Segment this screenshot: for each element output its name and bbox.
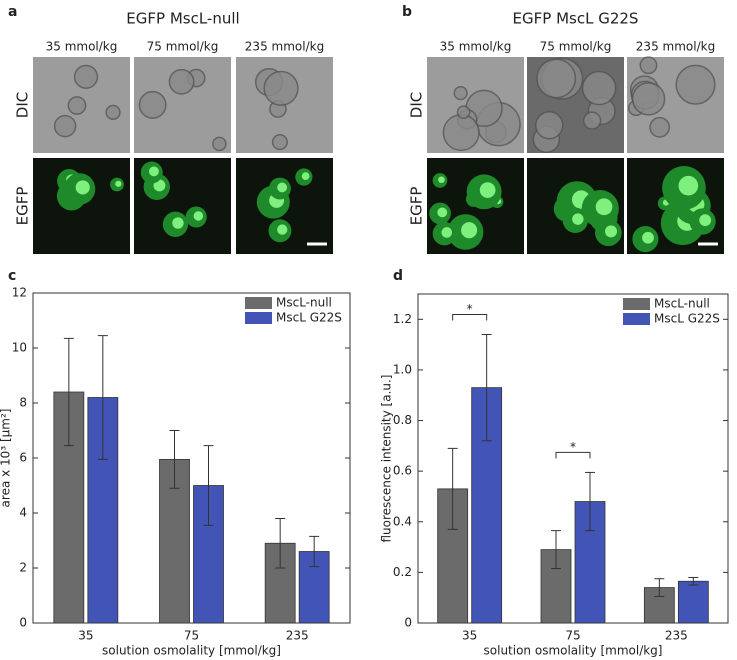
- cell: [73, 64, 99, 89]
- nucleus: [605, 225, 618, 238]
- row-label: DIC: [408, 92, 426, 118]
- y-tick-label: 12: [12, 286, 27, 300]
- cell: [536, 58, 577, 99]
- y-tick-label: 4: [19, 506, 27, 520]
- x-axis-label: solution osmolality [mmol/kg]: [484, 644, 663, 658]
- x-axis-label: solution osmolality [mmol/kg]: [102, 644, 281, 658]
- cell: [53, 114, 77, 138]
- nucleus: [441, 227, 453, 238]
- y-tick-label: 6: [19, 451, 27, 465]
- nucleus: [277, 182, 288, 193]
- cell: [675, 64, 716, 105]
- x-tick-label: 35: [78, 629, 93, 643]
- x-tick-label: 75: [184, 629, 199, 643]
- nucleus: [479, 182, 496, 198]
- nucleus: [75, 180, 90, 195]
- x-tick-label: 35: [462, 629, 477, 643]
- legend-swatch: [623, 298, 650, 310]
- y-tick-label: 10: [12, 341, 27, 355]
- column-label: 35 mmol/kg: [440, 40, 512, 54]
- nucleus: [148, 166, 159, 177]
- cell: [442, 114, 480, 152]
- row-label: EGFP: [408, 187, 426, 226]
- nucleus: [301, 172, 310, 181]
- cell: [212, 136, 227, 152]
- legend-swatch: [245, 297, 272, 309]
- cell: [535, 110, 564, 140]
- y-tick-label: 2: [19, 561, 27, 575]
- nucleus: [642, 231, 654, 244]
- nucleus: [699, 214, 712, 227]
- cell: [649, 116, 671, 138]
- x-tick-label: 235: [286, 629, 309, 643]
- cell: [105, 104, 121, 120]
- x-tick-label: 75: [565, 629, 580, 643]
- significance-bracket: [452, 313, 488, 321]
- nucleus: [172, 217, 184, 229]
- x-tick-label: 235: [665, 629, 688, 643]
- y-tick-label: 0.8: [393, 413, 412, 427]
- y-tick-label: 0.4: [393, 514, 412, 528]
- panel-title: EGFP MscL G22S: [513, 10, 639, 28]
- column-label: 235 mmol/kg: [636, 40, 715, 54]
- nucleus: [437, 207, 448, 218]
- cell: [67, 96, 87, 115]
- legend-label: MscL G22S: [654, 312, 720, 326]
- y-tick-label: 0: [19, 616, 27, 630]
- legend-label: MscL-null: [654, 297, 710, 311]
- cell: [581, 70, 617, 106]
- nucleus: [153, 179, 166, 192]
- nucleus: [277, 224, 288, 235]
- cell: [582, 111, 602, 130]
- cell: [271, 133, 288, 151]
- nucleus: [678, 175, 699, 196]
- y-tick-label: 0.6: [393, 464, 412, 478]
- cell: [138, 90, 167, 119]
- y-axis-label: area x 10³ [µm²]: [0, 409, 13, 508]
- legend-label: MscL-null: [276, 296, 332, 310]
- cell: [639, 56, 658, 75]
- nucleus: [595, 198, 613, 216]
- bar: [53, 391, 85, 624]
- nucleus: [193, 211, 204, 221]
- cell: [456, 105, 471, 120]
- nucleus: [115, 180, 122, 187]
- y-tick-label: 1.2: [393, 312, 412, 326]
- legend-swatch: [245, 312, 272, 324]
- legend-label: MscL G22S: [276, 311, 342, 325]
- row-label: DIC: [14, 92, 32, 118]
- panel-title: EGFP MscL-null: [126, 10, 239, 28]
- y-tick-label: 0: [404, 616, 412, 630]
- plot-frame: [417, 293, 729, 624]
- panel-label: c: [8, 268, 16, 284]
- row-label: EGFP: [14, 187, 32, 226]
- nucleus: [461, 222, 478, 239]
- y-tick-label: 1.0: [393, 362, 412, 376]
- significance-star: *: [467, 302, 473, 316]
- legend-swatch: [623, 313, 650, 325]
- y-tick-label: 0.2: [393, 565, 412, 579]
- bar: [677, 580, 709, 624]
- cell: [631, 82, 666, 116]
- significance-bracket: [555, 451, 591, 459]
- panel-label: a: [8, 4, 17, 20]
- column-label: 35 mmol/kg: [46, 40, 118, 54]
- panel-label: d: [393, 268, 403, 284]
- significance-star: *: [570, 440, 576, 454]
- panel-label: b: [402, 4, 412, 20]
- nucleus: [572, 213, 584, 225]
- column-label: 75 mmol/kg: [147, 40, 219, 54]
- y-axis-label: fluorescence intensity [a.u.]: [380, 375, 394, 543]
- nucleus: [438, 176, 445, 184]
- cell: [263, 70, 299, 106]
- cell: [168, 68, 195, 95]
- y-tick-label: 8: [19, 396, 27, 410]
- column-label: 235 mmol/kg: [245, 40, 324, 54]
- cell: [453, 86, 468, 101]
- column-label: 75 mmol/kg: [540, 40, 612, 54]
